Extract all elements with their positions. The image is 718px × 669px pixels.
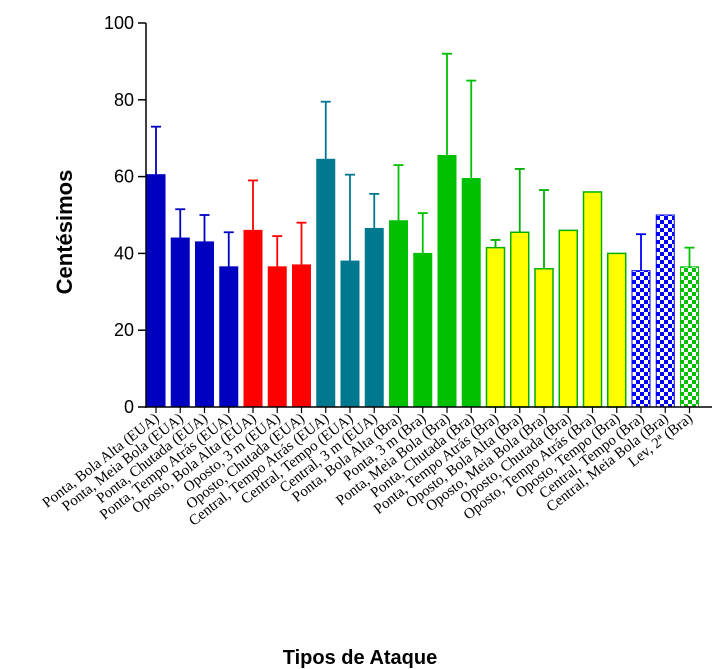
- y-tick-label-100: 100: [104, 13, 134, 33]
- y-tick-label-40: 40: [114, 243, 134, 263]
- y-tick-label-60: 60: [114, 167, 134, 187]
- bar-5: [243, 229, 263, 408]
- bar-18: [558, 229, 578, 408]
- bar-17: [534, 268, 554, 408]
- bar-10: [364, 227, 384, 408]
- y-tick-label-20: 20: [114, 320, 134, 340]
- bar-15: [485, 246, 506, 408]
- bar-8: [316, 158, 336, 408]
- bar-14: [461, 178, 481, 408]
- y-tick-label-80: 80: [114, 90, 134, 110]
- error-bars-group: [151, 52, 695, 271]
- bar-19: [582, 191, 603, 408]
- bar-2: [170, 237, 190, 408]
- bar-3: [195, 241, 214, 408]
- bar-13: [437, 154, 457, 408]
- bar-7: [292, 264, 311, 408]
- y-tick-label-0: 0: [124, 397, 134, 417]
- bar-20: [607, 252, 627, 408]
- bar-9: [340, 260, 360, 408]
- bar-22: [655, 214, 675, 408]
- bar-23: [680, 266, 699, 408]
- bar-16: [510, 231, 530, 408]
- bar-1: [146, 174, 166, 408]
- bar-12: [413, 252, 433, 408]
- bar-4: [219, 266, 239, 408]
- bar-6: [267, 266, 287, 408]
- bar-11: [389, 220, 408, 408]
- y-axis-label: Centésimos: [52, 170, 77, 295]
- bar-21: [631, 270, 651, 408]
- bars-group: [146, 154, 699, 408]
- x-axis-label: Tipos de Ataque: [283, 647, 437, 669]
